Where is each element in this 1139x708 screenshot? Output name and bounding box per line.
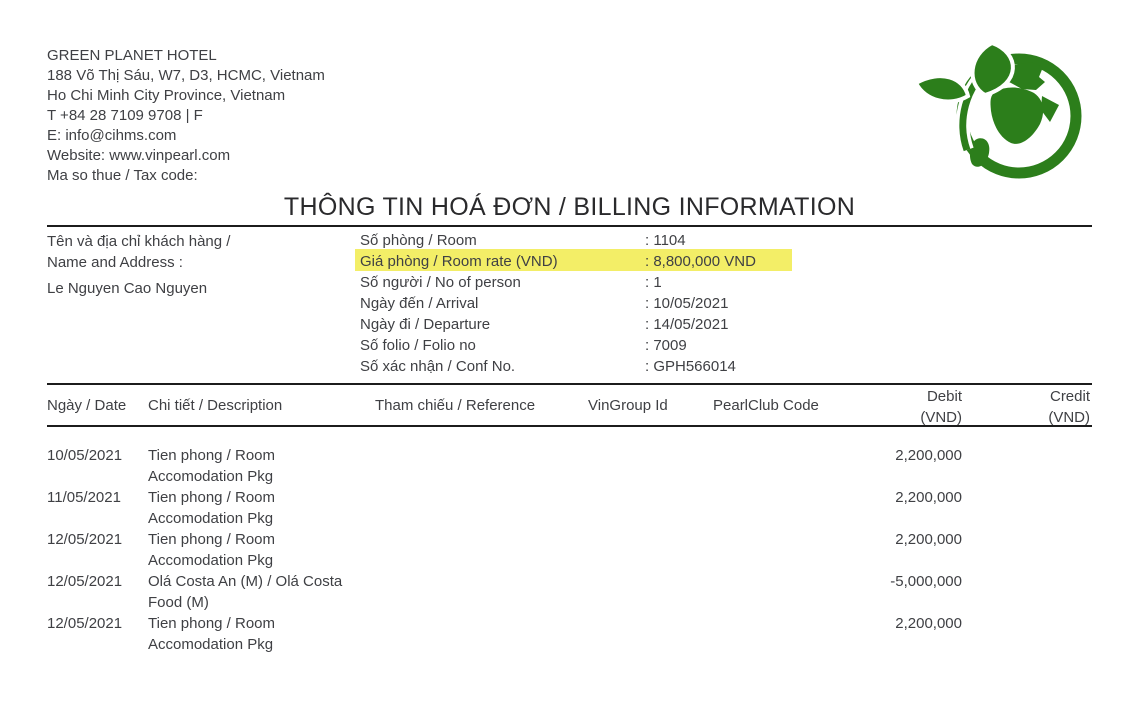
field-folio-label: Số folio / Folio no	[360, 337, 476, 354]
cell-description-line1: Tien phong / Room	[148, 615, 276, 632]
header-debit: Debit (VND)	[842, 386, 962, 428]
hotel-email: E: info@cihms.com	[47, 127, 177, 144]
customer-label-en: Name and Address :	[47, 254, 183, 271]
cell-description: Tien phong / Room Accomodation Pkg	[148, 613, 275, 655]
cell-description: Tien phong / Room Accomodation Pkg	[148, 445, 275, 487]
customer-label-vi: Tên và địa chỉ khách hàng /	[47, 233, 231, 250]
field-room-rate-value: : 8,800,000 VND	[645, 253, 756, 270]
cell-description-line1: Tien phong / Room	[148, 531, 276, 548]
cell-description-line1: Tien phong / Room	[148, 447, 276, 464]
field-confirmation-value: : GPH566014	[645, 358, 736, 375]
hotel-address-line2: Ho Chi Minh City Province, Vietnam	[47, 87, 286, 104]
cell-description-line2: Accomodation Pkg	[148, 552, 274, 569]
header-debit-line1: Debit	[926, 388, 962, 405]
field-arrival: Ngày đến / Arrival : 10/05/2021	[360, 293, 756, 314]
table-row: 12/05/2021 Olá Costa An (M) / Olá Costa …	[47, 571, 1092, 613]
field-room-label: Số phòng / Room	[360, 232, 477, 249]
charges-table: Ngày / Date Chi tiết / Description Tham …	[47, 383, 1092, 655]
field-room-rate-label: Giá phòng / Room rate (VND)	[360, 253, 558, 270]
header-vingroup-id: VinGroup Id	[588, 397, 668, 414]
cell-debit: -5,000,000	[890, 573, 962, 590]
cell-date: 10/05/2021	[47, 447, 123, 464]
room-rate-highlight	[355, 249, 792, 271]
title-divider	[47, 225, 1092, 227]
cell-date: 12/05/2021	[47, 531, 123, 548]
header-credit: Credit (VND)	[970, 386, 1090, 428]
hotel-tax-code: Ma so thue / Tax code:	[47, 167, 198, 184]
charges-table-header: Ngày / Date Chi tiết / Description Tham …	[47, 383, 1092, 427]
field-arrival-label: Ngày đến / Arrival	[360, 295, 479, 312]
field-departure-value: : 14/05/2021	[645, 316, 729, 333]
customer-name: Le Nguyen Cao Nguyen	[47, 280, 208, 297]
cell-debit: 2,200,000	[895, 447, 962, 464]
field-no-of-person-label: Số người / No of person	[360, 274, 521, 291]
field-folio-value: : 7009	[645, 337, 687, 354]
table-row: 10/05/2021 Tien phong / Room Accomodatio…	[47, 445, 1092, 487]
table-row: 12/05/2021 Tien phong / Room Accomodatio…	[47, 613, 1092, 655]
cell-debit: 2,200,000	[895, 531, 962, 548]
cell-description-line1: Olá Costa An (M) / Olá Costa	[148, 573, 343, 590]
header-debit-line2: (VND)	[920, 409, 962, 426]
hotel-phone: T +84 28 7109 9708 | F	[47, 107, 203, 124]
header-description: Chi tiết / Description	[148, 397, 283, 414]
hotel-website: Website: www.vinpearl.com	[47, 147, 231, 164]
hotel-address-line1: 188 Võ Thị Sáu, W7, D3, HCMC, Vietnam	[47, 67, 325, 84]
cell-description: Olá Costa An (M) / Olá Costa Food (M)	[148, 571, 342, 613]
cell-description-line2: Food (M)	[148, 594, 209, 611]
field-arrival-value: : 10/05/2021	[645, 295, 729, 312]
field-room-value: : 1104	[645, 232, 686, 249]
document-title: THÔNG TIN HOÁ ĐƠN / BILLING INFORMATION	[283, 193, 856, 221]
field-no-of-person: Số người / No of person : 1	[360, 272, 756, 293]
field-room-rate: Giá phòng / Room rate (VND) : 8,800,000 …	[360, 251, 756, 272]
cell-description-line2: Accomodation Pkg	[148, 636, 274, 653]
cell-debit: 2,200,000	[895, 489, 962, 506]
header-credit-line2: (VND)	[1048, 409, 1090, 426]
table-row: 12/05/2021 Tien phong / Room Accomodatio…	[47, 529, 1092, 571]
green-planet-logo-icon	[913, 40, 1082, 179]
field-departure-label: Ngày đi / Departure	[360, 316, 491, 333]
cell-description-line2: Accomodation Pkg	[148, 468, 274, 485]
customer-block: Tên và địa chỉ khách hàng / Name and Add…	[47, 231, 230, 299]
field-departure: Ngày đi / Departure : 14/05/2021	[360, 314, 756, 335]
field-folio: Số folio / Folio no : 7009	[360, 335, 756, 356]
cell-description: Tien phong / Room Accomodation Pkg	[148, 529, 275, 571]
table-row: 11/05/2021 Tien phong / Room Accomodatio…	[47, 487, 1092, 529]
cell-date: 11/05/2021	[47, 489, 121, 506]
cell-debit: 2,200,000	[895, 615, 962, 632]
header-date: Ngày / Date	[47, 397, 127, 414]
header-credit-line1: Credit	[1049, 388, 1090, 405]
hotel-name: GREEN PLANET HOTEL	[47, 47, 217, 64]
field-confirmation: Số xác nhận / Conf No. : GPH566014	[360, 356, 756, 377]
cell-description-line2: Accomodation Pkg	[148, 510, 274, 527]
field-no-of-person-value: : 1	[645, 274, 662, 291]
billing-info-section: Tên và địa chỉ khách hàng / Name and Add…	[47, 229, 1092, 381]
field-room: Số phòng / Room : 1104	[360, 230, 756, 251]
hotel-info-block: GREEN PLANET HOTEL 188 Võ Thị Sáu, W7, D…	[47, 46, 325, 186]
header-pearlclub-code: PearlClub Code	[713, 397, 819, 414]
charges-table-body: 10/05/2021 Tien phong / Room Accomodatio…	[47, 427, 1092, 655]
cell-description: Tien phong / Room Accomodation Pkg	[148, 487, 275, 529]
header-reference: Tham chiếu / Reference	[375, 397, 536, 414]
field-confirmation-label: Số xác nhận / Conf No.	[360, 358, 516, 375]
booking-fields: Số phòng / Room : 1104 Giá phòng / Room …	[360, 230, 756, 377]
cell-date: 12/05/2021	[47, 615, 123, 632]
cell-date: 12/05/2021	[47, 573, 123, 590]
cell-description-line1: Tien phong / Room	[148, 489, 276, 506]
